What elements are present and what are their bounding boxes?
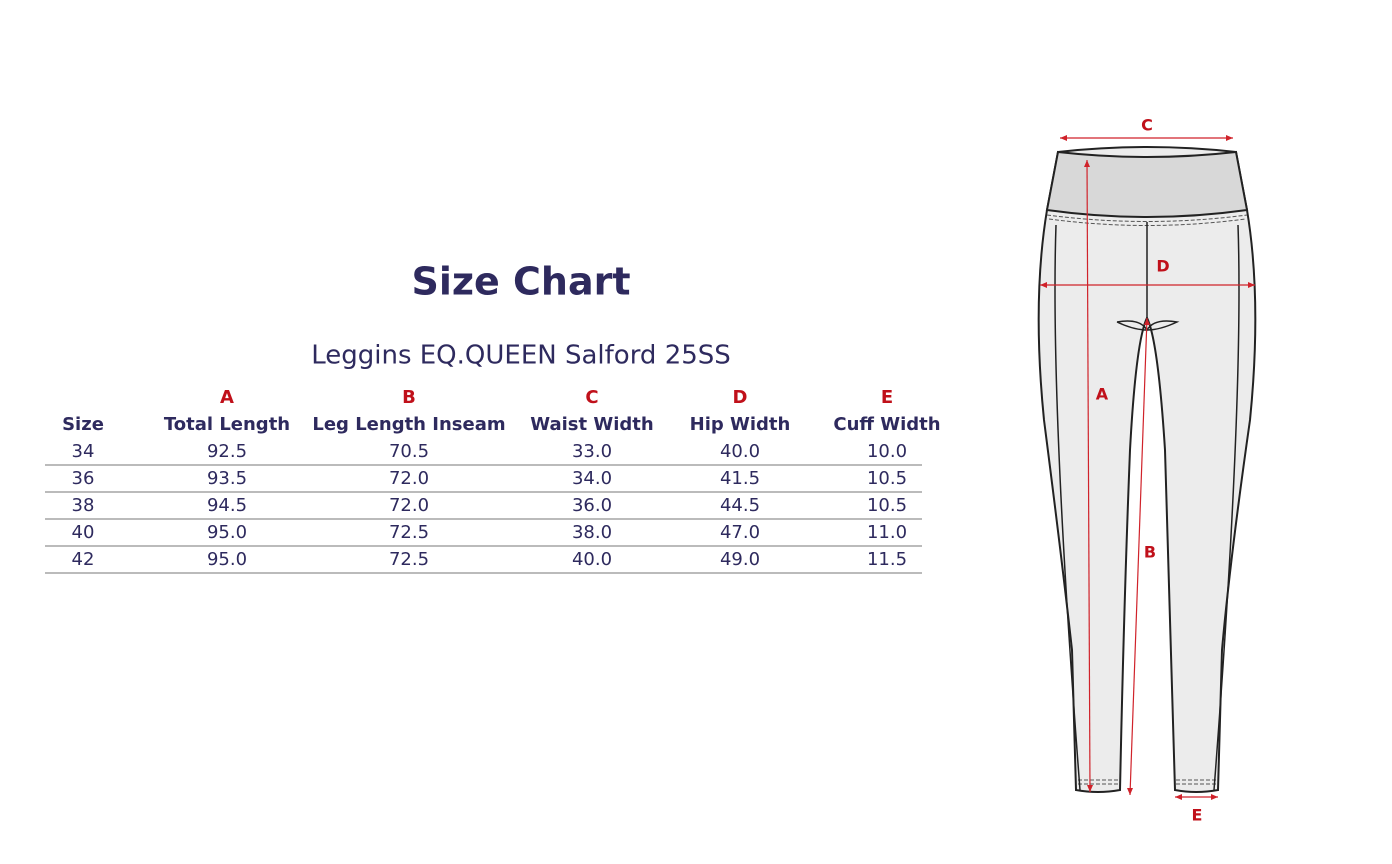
table-cell: 40.0 [572, 549, 612, 570]
table-cell: 36.0 [572, 495, 612, 516]
table-cell: 38 [72, 495, 95, 516]
column-header: Size [62, 414, 104, 435]
column-letter: A [220, 387, 234, 408]
seams [1054, 222, 1240, 791]
table-cell: 33.0 [572, 441, 612, 462]
table-cell: 10.5 [867, 495, 907, 516]
table-cell: 72.5 [389, 549, 429, 570]
column-header: Cuff Width [833, 414, 940, 435]
column-letter: E [881, 387, 893, 408]
table-cell: 40 [72, 522, 95, 543]
column-header: Hip Width [690, 414, 791, 435]
size-table: A B C D E Size Total Length Leg Length Inseam Wa… [45, 387, 941, 574]
column-header: Leg Length Inseam [312, 414, 505, 435]
table-cell: 93.5 [207, 468, 247, 489]
table-cell: 36 [72, 468, 95, 489]
table-cell: 41.5 [720, 468, 760, 489]
table-cell: 95.0 [207, 549, 247, 570]
column-letter: C [585, 387, 598, 408]
table-cell: 72.0 [389, 495, 429, 516]
table-cell: 38.0 [572, 522, 612, 543]
diagram-label: C [1141, 116, 1153, 135]
table-cell: 34.0 [572, 468, 612, 489]
table-cell: 42 [72, 549, 95, 570]
column-letter: D [733, 387, 748, 408]
title: Size Chart [411, 260, 630, 304]
table-cell: 40.0 [720, 441, 760, 462]
leggings-diagram: C D A B E [1037, 116, 1257, 825]
waistband [1045, 150, 1249, 218]
subtitle: Leggins EQ.QUEEN Salford 25SS [311, 341, 731, 371]
diagram-label: B [1144, 543, 1156, 562]
table-cell: 95.0 [207, 522, 247, 543]
measure-arrows [1040, 135, 1255, 800]
leggings-outline [1037, 146, 1257, 793]
diagram-label: D [1156, 257, 1169, 276]
table-cell: 49.0 [720, 549, 760, 570]
table-cell: 92.5 [207, 441, 247, 462]
table-cell: 72.0 [389, 468, 429, 489]
table-cell: 34 [72, 441, 95, 462]
table-cell: 44.5 [720, 495, 760, 516]
table-cell: 10.5 [867, 468, 907, 489]
table-cell: 47.0 [720, 522, 760, 543]
diagram-label: E [1192, 806, 1203, 825]
table-cell: 70.5 [389, 441, 429, 462]
column-header: Waist Width [530, 414, 653, 435]
diagram-label: A [1096, 385, 1109, 404]
table-cell: 11.5 [867, 549, 907, 570]
column-letter: B [402, 387, 416, 408]
table-cell: 72.5 [389, 522, 429, 543]
table-cell: 11.0 [867, 522, 907, 543]
table-cell: 94.5 [207, 495, 247, 516]
table-cell: 10.0 [867, 441, 907, 462]
column-header: Total Length [164, 414, 290, 435]
